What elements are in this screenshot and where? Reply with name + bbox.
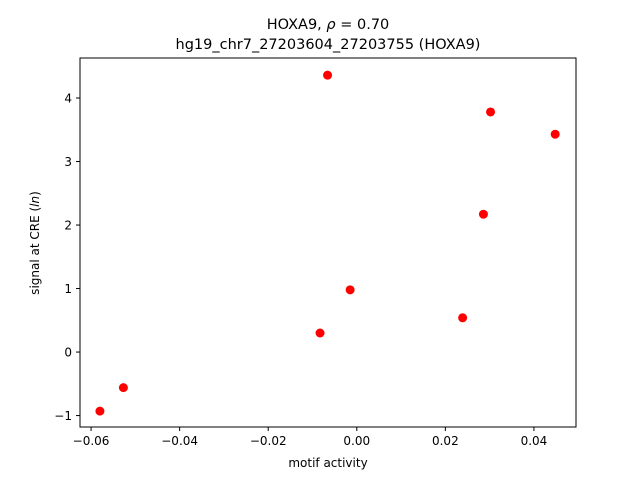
x-tick-label: −0.02 (250, 434, 287, 448)
data-points (95, 70, 560, 416)
data-point (486, 107, 496, 117)
data-point (315, 328, 325, 338)
chart-title: HOXA9, ρ = 0.70 (267, 17, 390, 33)
y-tick-label: 0 (64, 346, 72, 360)
x-tick-label: 0.02 (432, 434, 459, 448)
y-tick-label: 4 (64, 92, 72, 106)
data-point (345, 285, 355, 295)
data-point (458, 313, 468, 323)
y-tick-label: 3 (64, 155, 72, 169)
x-tick-label: −0.04 (161, 434, 198, 448)
chart-subtitle: hg19_chr7_27203604_27203755 (HOXA9) (176, 37, 481, 53)
data-point (95, 406, 105, 416)
data-point (118, 383, 128, 393)
y-tick-label: −1 (54, 409, 72, 423)
y-axis-ticks: −1 0 1 2 3 4 (54, 92, 80, 423)
x-axis-ticks: −0.06 −0.04 −0.02 0.00 0.02 0.04 (73, 427, 548, 448)
y-tick-label: 2 (64, 219, 72, 233)
x-tick-label: −0.06 (73, 434, 110, 448)
data-point (550, 129, 560, 139)
plot-area-frame (79, 57, 577, 428)
x-tick-label: 0.04 (521, 434, 548, 448)
y-axis-label: signal at CRE (ln) (28, 191, 42, 295)
y-tick-label: 1 (64, 282, 72, 296)
data-point (323, 70, 333, 80)
data-point (478, 209, 488, 219)
x-tick-label: 0.00 (343, 434, 370, 448)
x-axis-label: motif activity (288, 456, 367, 470)
